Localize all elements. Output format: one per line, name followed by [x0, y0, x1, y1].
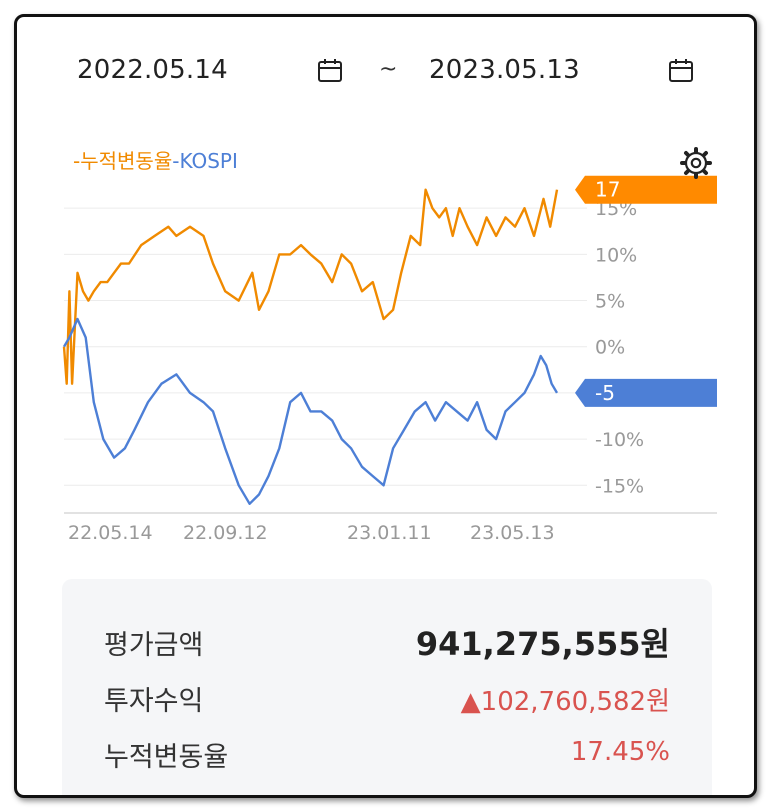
x-tick-label: 22.05.14	[68, 522, 153, 544]
legend-series-2: KOSPI	[179, 149, 238, 173]
app-frame: 2022.05.14 ~ 2023.05.13 15% 10% 5% 0% -10% -1…	[14, 14, 757, 798]
gear-icon[interactable]	[680, 147, 712, 179]
y-tick-label: 0%	[595, 337, 625, 359]
end-value-tag	[575, 378, 717, 407]
y-tick-label: -15%	[595, 475, 644, 497]
legend-series-1: 누적변동율	[80, 149, 173, 173]
end-date[interactable]: 2023.05.13	[429, 55, 580, 85]
eval-amount-label: 평가금액	[104, 630, 204, 661]
date-separator: ~	[379, 57, 398, 82]
start-date[interactable]: 2022.05.14	[77, 55, 228, 85]
eval-amount-value: 941,275,555원	[415, 625, 670, 663]
end-value-label: 17	[595, 178, 620, 202]
cumulative-change-label: 누적변동율	[104, 742, 229, 773]
chart-legend: -누적변동율-KOSPI	[73, 145, 238, 174]
investment-return-label: 투자수익	[104, 686, 204, 717]
y-tick-label: -10%	[595, 429, 644, 451]
y-tick-label: 10%	[595, 244, 637, 266]
end-value-tag	[575, 175, 717, 204]
end-value-label: -5	[595, 381, 615, 405]
legend-marker: -	[73, 149, 81, 173]
x-tick-label: 23.05.13	[470, 522, 555, 544]
calendar-icon[interactable]	[317, 57, 343, 83]
calendar-icon[interactable]	[668, 57, 694, 83]
legend-marker: -	[172, 149, 180, 173]
series-line-2	[62, 317, 559, 505]
x-tick-label: 22.09.12	[183, 522, 268, 544]
x-tick-label: 23.01.11	[347, 522, 432, 544]
investment-return-value: ▲102,760,582원	[460, 687, 670, 717]
line-chart: 15%10%5%0%-10%-15%22.05.14 22.09.12 23.01.…	[62, 175, 717, 544]
series-line-1	[62, 188, 559, 385]
summary-card: 평가금액 941,275,555원 투자수익 ▲102,760,582원 누적변…	[62, 579, 712, 795]
y-tick-label: 5%	[595, 291, 625, 313]
cumulative-change-value: 17.45%	[570, 737, 670, 767]
